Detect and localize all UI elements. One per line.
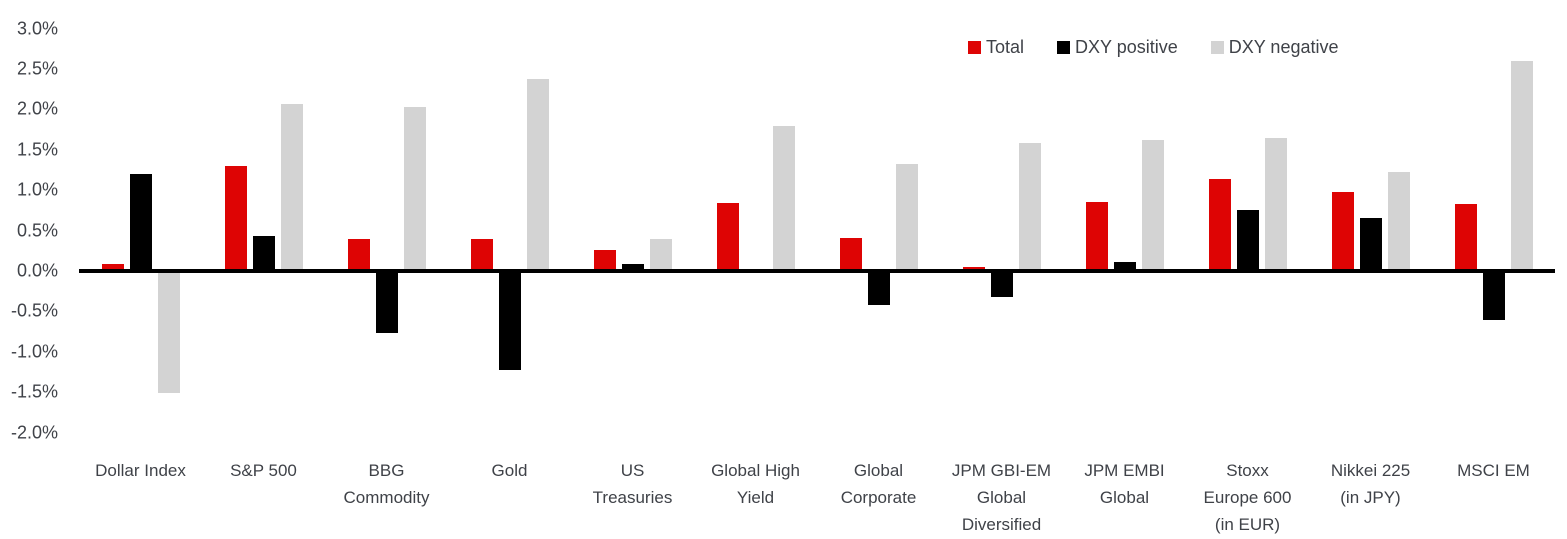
bar-dxy-positive-gold — [498, 271, 521, 371]
bar-dxy-positive-global — [867, 271, 890, 305]
bar-dxy-negative-s-p-500 — [280, 103, 303, 271]
bar-total-msci-em — [1454, 203, 1477, 271]
bar-total-us — [593, 249, 616, 271]
bar-dxy-negative-us — [649, 238, 672, 271]
x-axis-line — [79, 269, 1555, 273]
bar-total-jpm-gbi-em — [962, 266, 985, 271]
bar-dxy-negative-jpm-gbi-em — [1018, 143, 1041, 271]
bar-dxy-positive-nikkei-225 — [1359, 217, 1382, 271]
bar-dxy-positive-s-p-500 — [252, 236, 275, 271]
x-category-label-jpm-embi: JPM EMBI Global — [1084, 461, 1165, 507]
legend-item-dxy-positive: DXY positive — [1057, 37, 1178, 58]
bar-total-dollar-index — [101, 263, 124, 271]
legend-swatch-total — [968, 41, 981, 54]
bar-dxy-negative-msci-em — [1510, 60, 1533, 271]
bar-dxy-negative-jpm-embi — [1141, 140, 1164, 271]
x-category-label-global-high: Global High Yield — [711, 461, 800, 507]
x-category-label-nikkei-225: Nikkei 225 (in JPY) — [1330, 461, 1411, 507]
legend-label-dxy-positive: DXY positive — [1075, 37, 1178, 57]
x-category-label-dollar-index: Dollar Index — [95, 461, 186, 480]
bar-dxy-positive-bbg — [375, 271, 398, 334]
y-tick-label-2-0: 2.0% — [16, 98, 58, 119]
x-category-label-stoxx: Stoxx Europe 600 (in EUR) — [1203, 461, 1292, 534]
x-category-label-bbg: BBG Commodity — [343, 461, 430, 507]
bar-total-s-p-500 — [224, 165, 247, 271]
bar-dxy-positive-us — [621, 263, 644, 271]
bar-total-global-high — [716, 203, 739, 271]
y-tick-label-0-5: 0.5% — [16, 220, 58, 241]
legend-swatch-dxy-positive — [1057, 41, 1071, 54]
x-category-label-msci-em: MSCI EM — [1457, 461, 1530, 480]
y-tick-label-1-5: -1.5% — [10, 381, 58, 402]
bar-dxy-positive-jpm-gbi-em — [990, 271, 1013, 297]
bar-total-jpm-embi — [1085, 202, 1108, 271]
bar-dxy-negative-global-high — [772, 126, 795, 271]
bar-dxy-positive-stoxx — [1236, 209, 1259, 271]
y-tick-label-1-0: 1.0% — [16, 179, 58, 200]
y-tick-label-1-0: -1.0% — [10, 341, 58, 362]
x-category-label-jpm-gbi-em: JPM GBI-EM Global Diversified — [951, 461, 1052, 534]
bar-total-gold — [470, 239, 493, 271]
y-tick-label-1-5: 1.5% — [16, 139, 58, 160]
legend-label-total: Total — [986, 37, 1025, 57]
bar-total-global — [839, 237, 862, 271]
bar-total-nikkei-225 — [1331, 191, 1354, 271]
bar-dxy-negative-gold — [526, 78, 549, 271]
bar-total-stoxx — [1208, 178, 1231, 271]
legend-item-dxy-negative: DXY negative — [1210, 37, 1339, 58]
y-tick-label-0-0: 0.0% — [16, 260, 58, 281]
legend-item-total: Total — [968, 37, 1024, 58]
y-tick-label-2-0: -2.0% — [10, 422, 58, 443]
y-tick-label-2-5: 2.5% — [16, 58, 58, 79]
bar-dxy-negative-bbg — [403, 106, 426, 271]
x-category-label-us: US Treasuries — [592, 461, 673, 507]
legend: Total DXY positive DXY negative — [968, 37, 1339, 58]
bar-dxy-negative-global — [895, 164, 918, 271]
legend-label-dxy-negative: DXY negative — [1228, 37, 1339, 57]
bar-dxy-negative-dollar-index — [157, 271, 180, 393]
bar-dxy-positive-jpm-embi — [1113, 262, 1136, 271]
y-tick-label-0-5: -0.5% — [10, 300, 58, 321]
bar-total-bbg — [347, 238, 370, 271]
x-category-label-global: Global Corporate — [840, 461, 917, 507]
bar-dxy-negative-stoxx — [1264, 137, 1287, 271]
legend-swatch-dxy-negative — [1210, 41, 1224, 54]
bar-dxy-negative-nikkei-225 — [1387, 171, 1410, 271]
y-tick-label-3-0: 3.0% — [16, 18, 58, 39]
x-category-label-gold: Gold — [491, 461, 528, 480]
bar-dxy-positive-msci-em — [1482, 271, 1505, 321]
x-category-label-s-p-500: S&P 500 — [230, 461, 297, 480]
bar-dxy-positive-dollar-index — [129, 174, 152, 271]
